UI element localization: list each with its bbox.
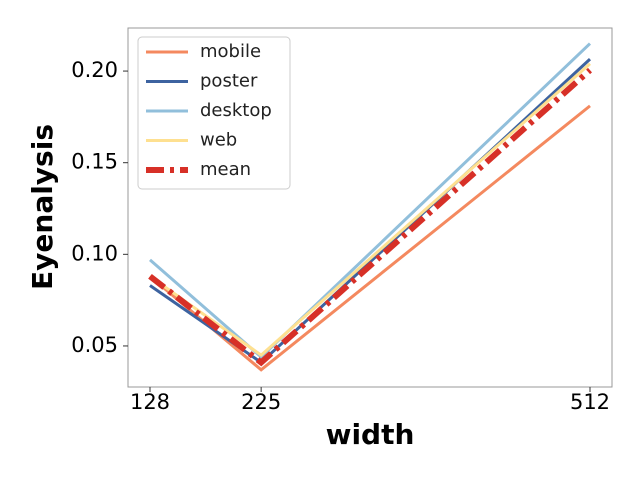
y-axis-label: Eyenalysis [26, 124, 59, 290]
legend-box [137, 36, 291, 190]
legend-label: mean [200, 159, 251, 180]
y-tick-label: 0.20 [71, 58, 118, 82]
x-axis-label: width [326, 418, 415, 451]
series-line [148, 67, 592, 367]
y-tick-label: 0.15 [71, 150, 118, 174]
y-tick-label: 0.05 [71, 333, 118, 357]
x-tick-label: 225 [241, 390, 281, 414]
legend-label: poster [200, 71, 258, 92]
legend-label: mobile [200, 41, 261, 62]
legend-label: web [200, 130, 237, 151]
plot-frame [127, 27, 613, 388]
y-tick-label: 0.10 [71, 241, 118, 265]
x-tick-label: 512 [570, 390, 610, 414]
x-tick-label: 128 [130, 390, 170, 414]
legend-label: desktop [200, 100, 272, 121]
